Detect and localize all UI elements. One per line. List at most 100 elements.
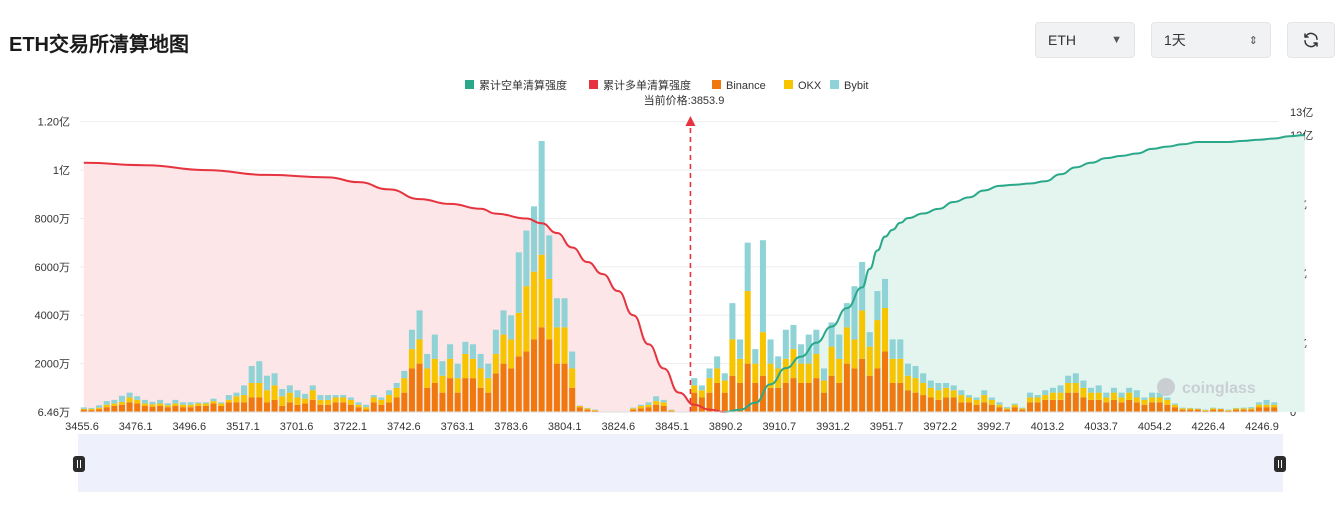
okx-bar xyxy=(157,403,164,406)
binance-bar xyxy=(935,399,942,412)
bybit-bar xyxy=(965,395,972,398)
bybit-bar xyxy=(1057,385,1064,393)
bybit-bar xyxy=(714,356,721,369)
bybit-bar xyxy=(202,402,209,404)
x-axis-tick: 3455.6 xyxy=(65,421,99,433)
okx-bar xyxy=(202,403,209,406)
binance-bar xyxy=(866,375,873,412)
okx-bar xyxy=(225,399,232,403)
bybit-bar xyxy=(347,397,354,400)
binance-bar xyxy=(195,405,202,412)
left-axis-tick: 6.46万 xyxy=(38,407,70,419)
okx-bar xyxy=(767,363,774,388)
okx-bar xyxy=(904,375,911,391)
bybit-bar xyxy=(103,401,110,405)
bybit-bar xyxy=(447,344,454,359)
binance-bar xyxy=(210,403,217,412)
binance-bar xyxy=(416,363,423,412)
okx-bar xyxy=(1187,408,1194,410)
okx-bar xyxy=(324,399,332,405)
okx-bar xyxy=(1019,408,1026,410)
binance-bar xyxy=(843,363,850,412)
binance-bar xyxy=(256,397,263,412)
okx-bar xyxy=(1110,392,1117,400)
legend-label: 累计空单清算强度 xyxy=(479,78,567,92)
bybit-bar xyxy=(179,402,187,405)
period-select[interactable]: 1天 ⇕ xyxy=(1151,22,1271,58)
okx-bar xyxy=(523,286,530,352)
binance-bar xyxy=(1057,399,1064,412)
binance-bar xyxy=(1210,409,1217,412)
okx-bar xyxy=(370,397,377,403)
symbol-select[interactable]: ETH ▼ xyxy=(1035,22,1135,58)
binance-bar xyxy=(782,382,789,412)
bybit-bar xyxy=(851,286,858,340)
okx-bar xyxy=(1210,408,1217,410)
okx-bar xyxy=(195,403,202,406)
navigator-left-handle[interactable] xyxy=(73,456,85,472)
binance-bar xyxy=(263,402,270,412)
range-navigator[interactable] xyxy=(78,434,1283,492)
bybit-bar xyxy=(1019,407,1026,409)
bybit-bar xyxy=(225,395,232,400)
binance-bar xyxy=(294,404,301,412)
bybit-bar xyxy=(653,396,660,402)
bybit-bar xyxy=(996,402,1003,405)
x-axis-tick: 3763.1 xyxy=(441,421,475,433)
bybit-bar xyxy=(286,385,293,393)
binance-bar xyxy=(241,402,248,412)
okx-bar xyxy=(1271,404,1278,408)
binance-bar xyxy=(386,402,393,412)
binance-bar xyxy=(1179,409,1186,412)
watermark-text: coinglass xyxy=(1182,380,1256,397)
okx-bar xyxy=(561,327,568,364)
okx-bar xyxy=(798,363,805,383)
binance-bar xyxy=(1164,404,1171,412)
okx-bar xyxy=(1072,382,1079,393)
binance-bar xyxy=(1126,399,1133,412)
bybit-bar xyxy=(752,349,759,364)
okx-bar xyxy=(1263,404,1270,408)
okx-bar xyxy=(141,403,148,406)
binance-bar xyxy=(1026,402,1034,412)
okx-bar xyxy=(263,390,270,403)
binance-bar xyxy=(447,378,454,412)
bybit-bar xyxy=(897,339,904,359)
right-axis-tick: 0 xyxy=(1290,407,1296,419)
bybit-bar xyxy=(118,395,125,402)
okx-bar xyxy=(88,408,95,411)
binance-bar xyxy=(637,408,644,412)
okx-bar xyxy=(118,401,125,405)
legend-label: 累计多单清算强度 xyxy=(603,78,691,92)
okx-bar xyxy=(866,346,873,376)
okx-bar xyxy=(691,385,698,393)
bybit-bar xyxy=(1042,390,1049,396)
okx-bar xyxy=(698,390,705,398)
okx-bar xyxy=(134,399,141,404)
bybit-bar xyxy=(1088,387,1095,393)
binance-bar xyxy=(1133,402,1140,412)
bybit-bar xyxy=(88,407,95,409)
binance-bar xyxy=(149,406,156,412)
bybit-bar xyxy=(1164,397,1171,400)
okx-bar xyxy=(950,390,957,398)
bybit-bar xyxy=(1026,392,1034,398)
binance-bar xyxy=(462,378,469,412)
bybit-bar xyxy=(874,291,881,321)
okx-bar xyxy=(492,353,499,374)
page-title: ETH交易所清算地图 xyxy=(9,34,189,56)
binance-bar xyxy=(904,390,911,412)
binance-bar xyxy=(363,409,370,412)
okx-bar xyxy=(1103,397,1110,403)
x-axis-tick: 4033.7 xyxy=(1084,421,1118,433)
okx-bar xyxy=(416,339,423,364)
binance-bar xyxy=(1110,399,1117,412)
short-cumulative-area xyxy=(724,135,1305,413)
bybit-bar xyxy=(340,395,347,398)
binance-bar xyxy=(1156,402,1163,412)
bybit-bar xyxy=(210,398,217,402)
navigator-right-handle[interactable] xyxy=(1274,456,1286,472)
refresh-button[interactable] xyxy=(1287,22,1335,58)
binance-bar xyxy=(157,405,164,412)
binance-bar xyxy=(317,404,324,412)
